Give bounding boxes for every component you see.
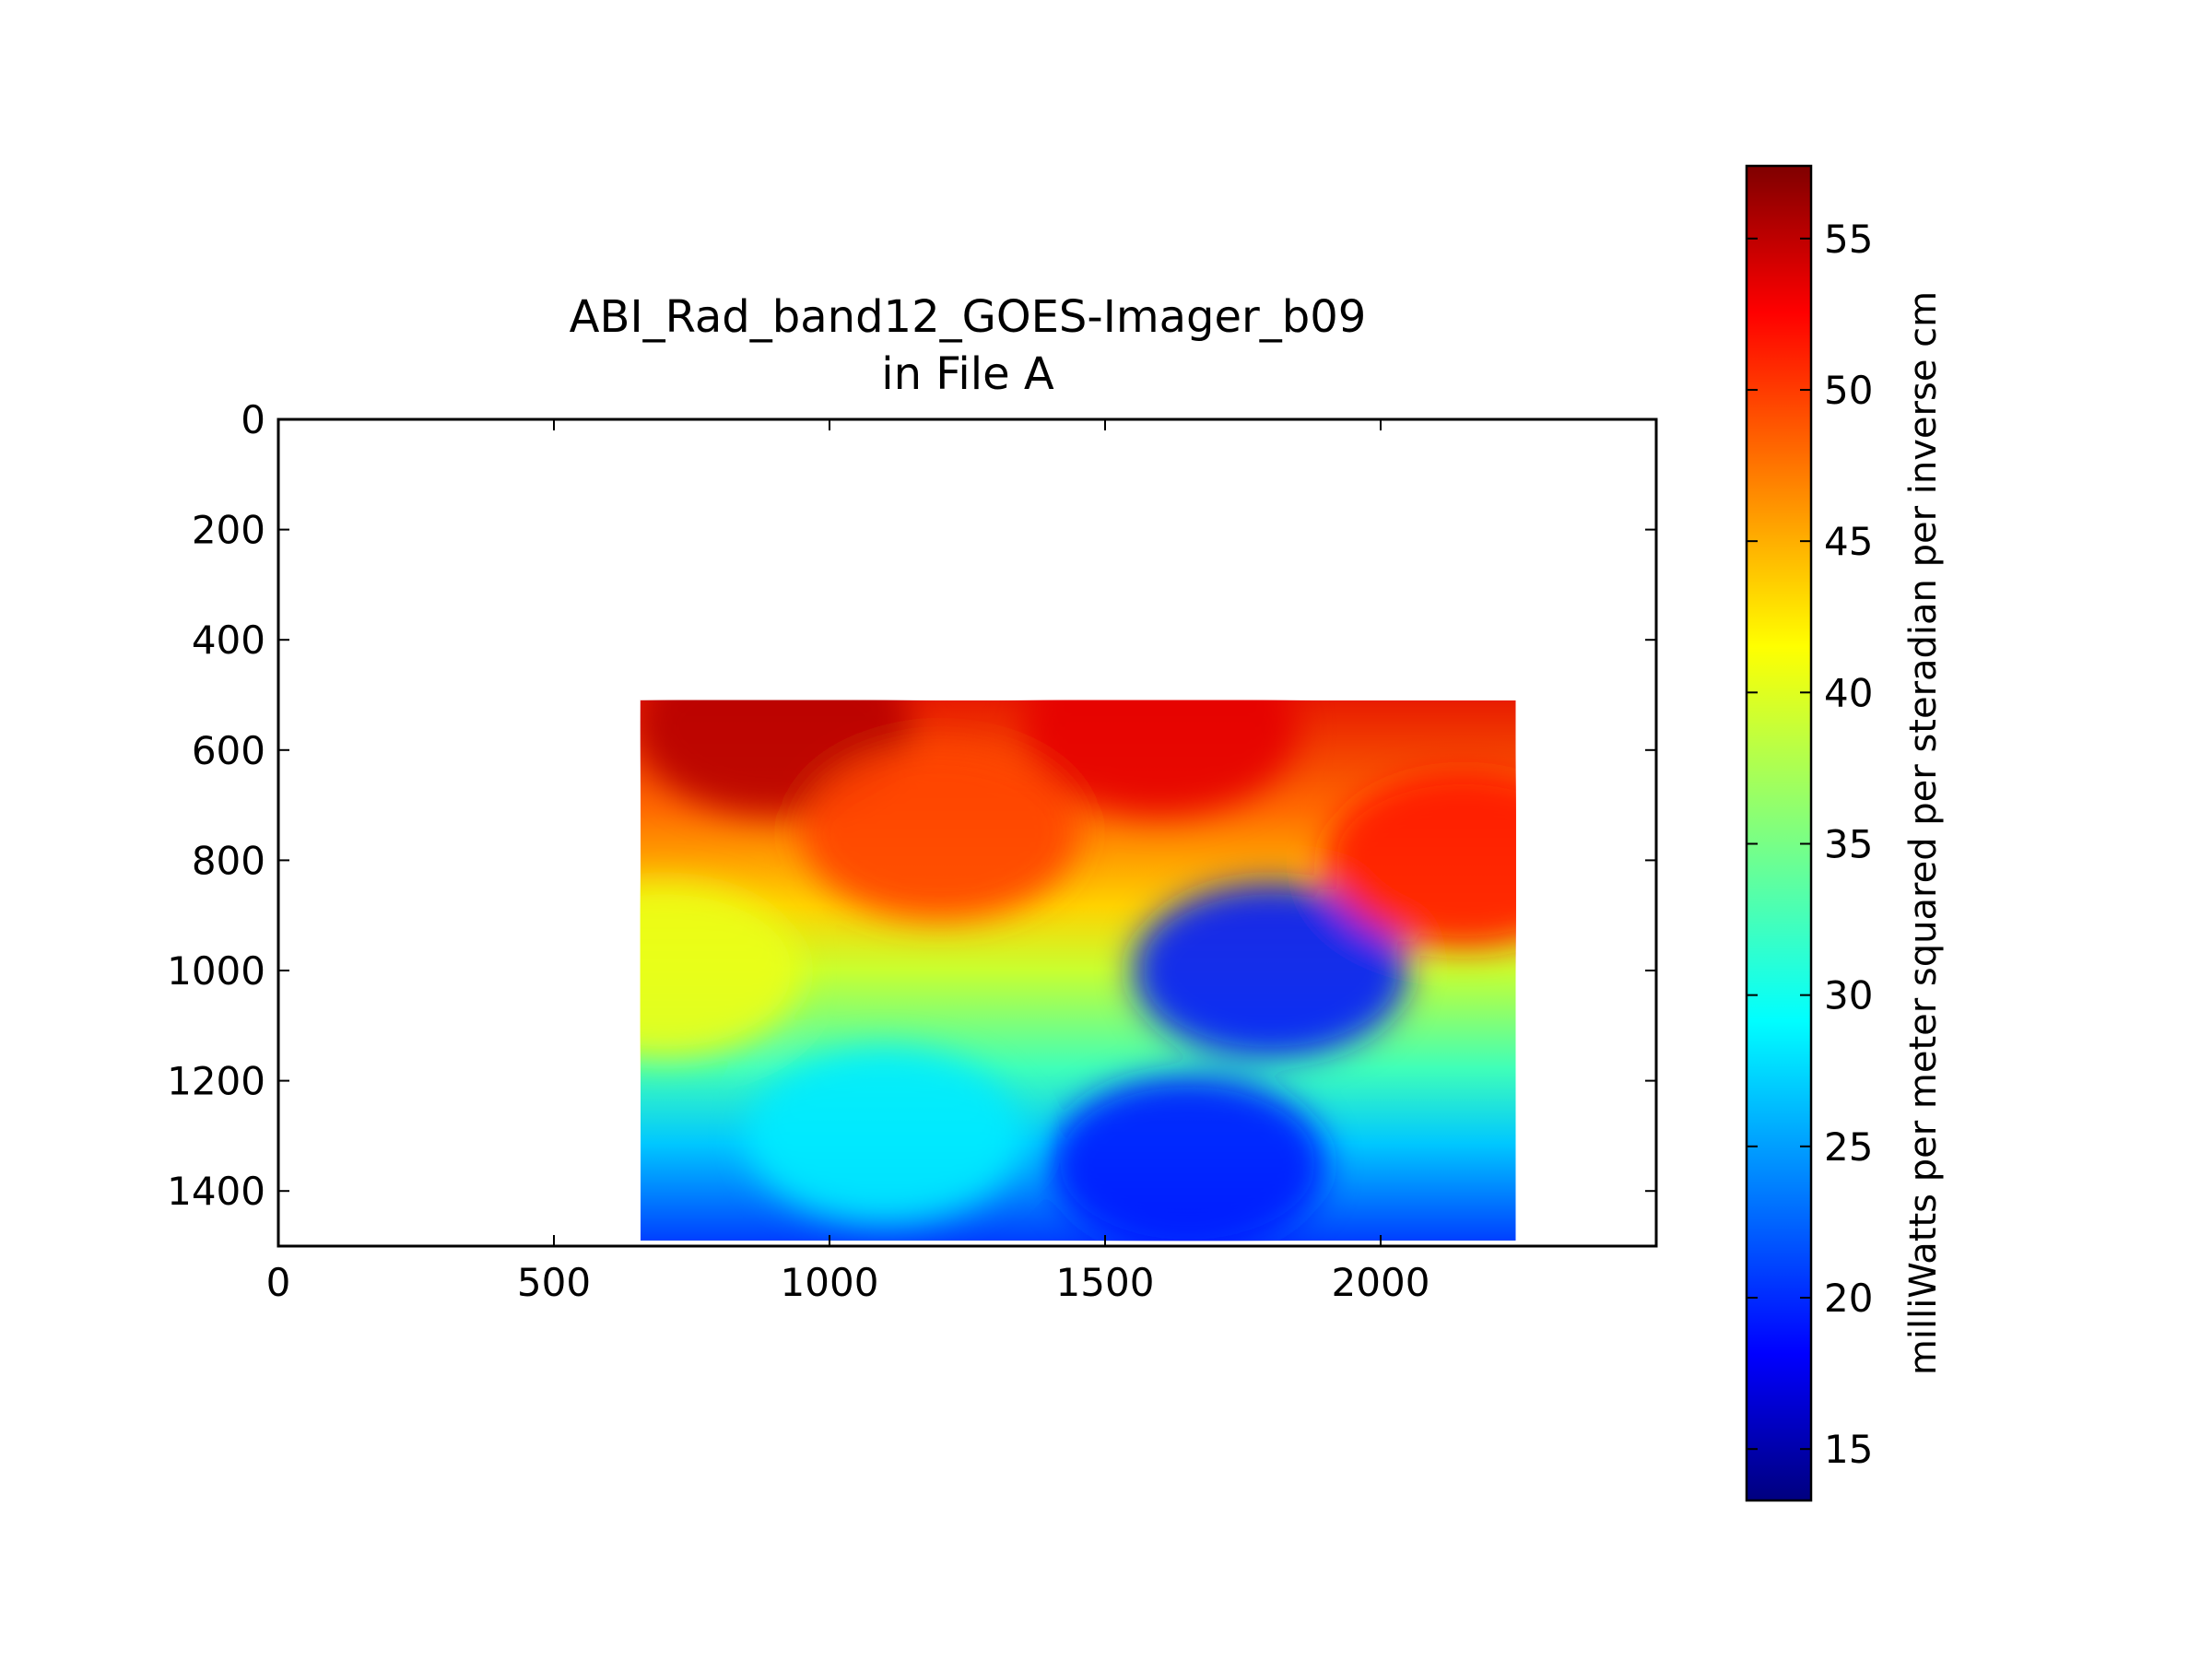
y-tick-label-400: 400 <box>192 618 265 663</box>
x-tick-label-1500: 1500 <box>1056 1260 1155 1305</box>
chart-title-line-2: in File A <box>881 348 1054 400</box>
colorbar-tick-label-40: 40 <box>1824 670 1873 715</box>
x-tick-label-1000: 1000 <box>781 1260 879 1305</box>
colorbar-tick-label-25: 25 <box>1824 1124 1873 1170</box>
colorbar-gradient <box>1745 164 1813 1502</box>
colorbar-tick-label-35: 35 <box>1824 821 1873 866</box>
y-tick-label-1200: 1200 <box>167 1059 265 1104</box>
colorbar-tick-label-20: 20 <box>1824 1276 1873 1321</box>
colorbar-tick-label-45: 45 <box>1824 519 1873 564</box>
y-tick-label-800: 800 <box>192 838 265 883</box>
y-tick-label-0: 0 <box>241 397 265 442</box>
chart-title-line-1: ABI_Rad_band12_GOES-Imager_b09 <box>570 291 1367 343</box>
axes-frame <box>276 418 1658 1248</box>
radiance-region-4 <box>1132 883 1409 1058</box>
colorbar: 15 20 25 30 35 40 45 50 55 milliWatts per meter … <box>1745 164 1945 1502</box>
colorbar-tick-label-15: 15 <box>1824 1427 1873 1472</box>
colorbar-label: milliWatts per meter squared per steradi… <box>1902 291 1945 1375</box>
x-tick-label-2000: 2000 <box>1332 1260 1430 1305</box>
radiance-region-7 <box>1324 772 1516 948</box>
y-tick-label-1000: 1000 <box>167 948 265 994</box>
x-tick-label-500: 500 <box>517 1260 591 1305</box>
x-axis: 0 500 1000 1500 2000 <box>266 419 1430 1305</box>
radiance-region-5 <box>746 1048 1023 1224</box>
radiance-region-3 <box>640 883 803 1058</box>
colorbar-tick-label-55: 55 <box>1824 217 1873 262</box>
y-tick-label-600: 600 <box>192 728 265 773</box>
radiance-region-2 <box>801 745 1078 921</box>
plot-area <box>276 418 1658 1248</box>
radiance-region-6 <box>1049 1076 1326 1241</box>
y-tick-label-200: 200 <box>192 508 265 553</box>
radiance-regions <box>640 700 1516 1241</box>
colorbar-ticks: 15 20 25 30 35 40 45 50 55 <box>1747 217 1873 1472</box>
radiance-field <box>640 700 1516 1241</box>
colorbar-tick-label-50: 50 <box>1824 368 1873 413</box>
y-axis: 0 200 400 600 800 1000 1200 1400 <box>167 397 1656 1214</box>
colorbar-tick-label-30: 30 <box>1824 973 1873 1018</box>
x-tick-label-0: 0 <box>266 1260 291 1305</box>
radiance-region-1 <box>1021 700 1299 816</box>
y-tick-label-1400: 1400 <box>167 1169 265 1214</box>
